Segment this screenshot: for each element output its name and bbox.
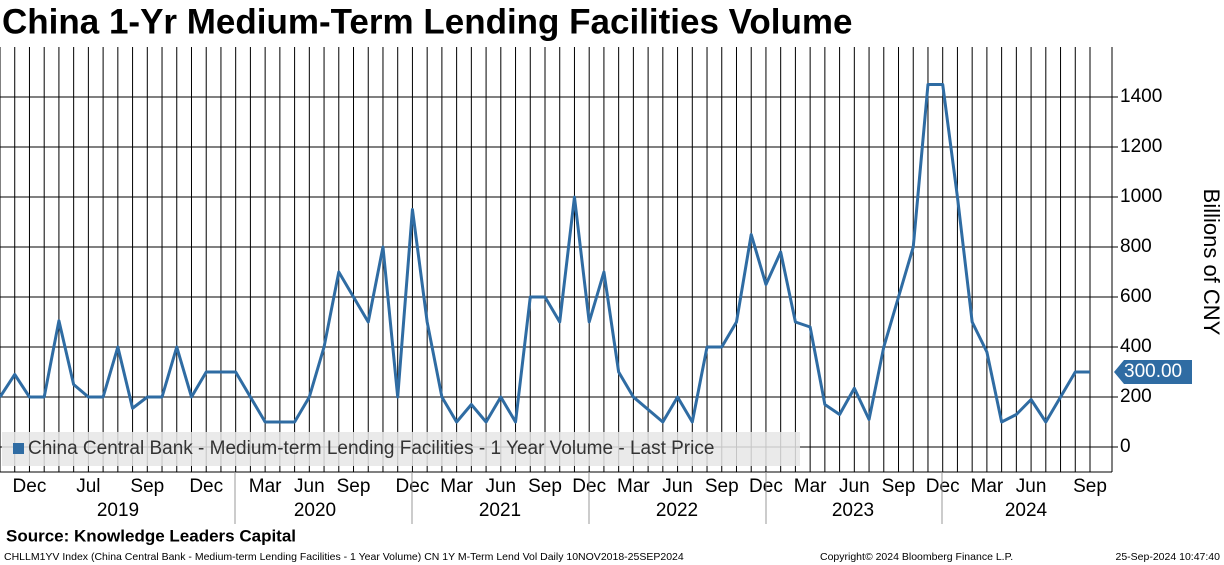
- legend-box: [2, 432, 800, 466]
- footer-center: Copyright© 2024 Bloomberg Finance L.P.: [820, 551, 1013, 563]
- y-tick-label: 200: [1120, 386, 1152, 407]
- year-label: 2019: [97, 500, 139, 521]
- data-line: [0, 83, 1090, 424]
- chart-title: China 1-Yr Medium-Term Lending Facilitie…: [2, 2, 853, 41]
- y-axis-label: Billions of CNY: [1199, 189, 1224, 336]
- year-label: 2021: [479, 500, 521, 521]
- year-label: 2020: [294, 500, 336, 521]
- last-value-label: 300.00: [1124, 361, 1182, 382]
- x-tick-label: Sep: [705, 476, 739, 497]
- x-tick-label: Mar: [440, 476, 473, 497]
- x-tick-label: Jul: [76, 476, 100, 497]
- x-tick-label: Jun: [294, 476, 325, 497]
- footer-left: CHLLM1YV Index (China Central Bank - Med…: [4, 551, 684, 563]
- x-tick-label: Dec: [13, 476, 47, 497]
- x-tick-label: Jun: [1016, 476, 1047, 497]
- x-tick-label: Jun: [662, 476, 693, 497]
- year-label: 2023: [832, 500, 874, 521]
- x-tick-label: Jun: [485, 476, 516, 497]
- y-tick-label: 800: [1120, 236, 1152, 257]
- legend-swatch: [13, 443, 24, 454]
- source: Source: Knowledge Leaders Capital: [6, 526, 296, 545]
- year-label: 2022: [656, 500, 698, 521]
- x-tick-label: Dec: [926, 476, 960, 497]
- y-tick-label: 0: [1120, 436, 1131, 457]
- x-tick-label: Sep: [130, 476, 164, 497]
- y-tick-label: 600: [1120, 286, 1152, 307]
- x-tick-label: Mar: [617, 476, 650, 497]
- legend-label: China Central Bank - Medium-term Lending…: [28, 438, 714, 459]
- year-label: 2024: [1005, 500, 1048, 521]
- y-tick-label: 1200: [1120, 136, 1162, 157]
- x-tick-label: Jun: [839, 476, 870, 497]
- x-tick-label: Sep: [882, 476, 916, 497]
- x-tick-label: Sep: [528, 476, 562, 497]
- x-tick-label: Sep: [337, 476, 371, 497]
- footer-right: 25-Sep-2024 10:47:40: [1115, 551, 1220, 563]
- x-tick-label: Mar: [794, 476, 827, 497]
- x-tick-label: Mar: [249, 476, 282, 497]
- last-value-tag: [1114, 360, 1192, 384]
- x-tick-label: Dec: [189, 476, 223, 497]
- x-tick-label: Mar: [971, 476, 1004, 497]
- x-tick-label: Sep: [1073, 476, 1107, 497]
- y-tick-label: 1000: [1120, 186, 1162, 207]
- y-tick-label: 1400: [1120, 86, 1162, 107]
- y-tick-label: 400: [1120, 336, 1152, 357]
